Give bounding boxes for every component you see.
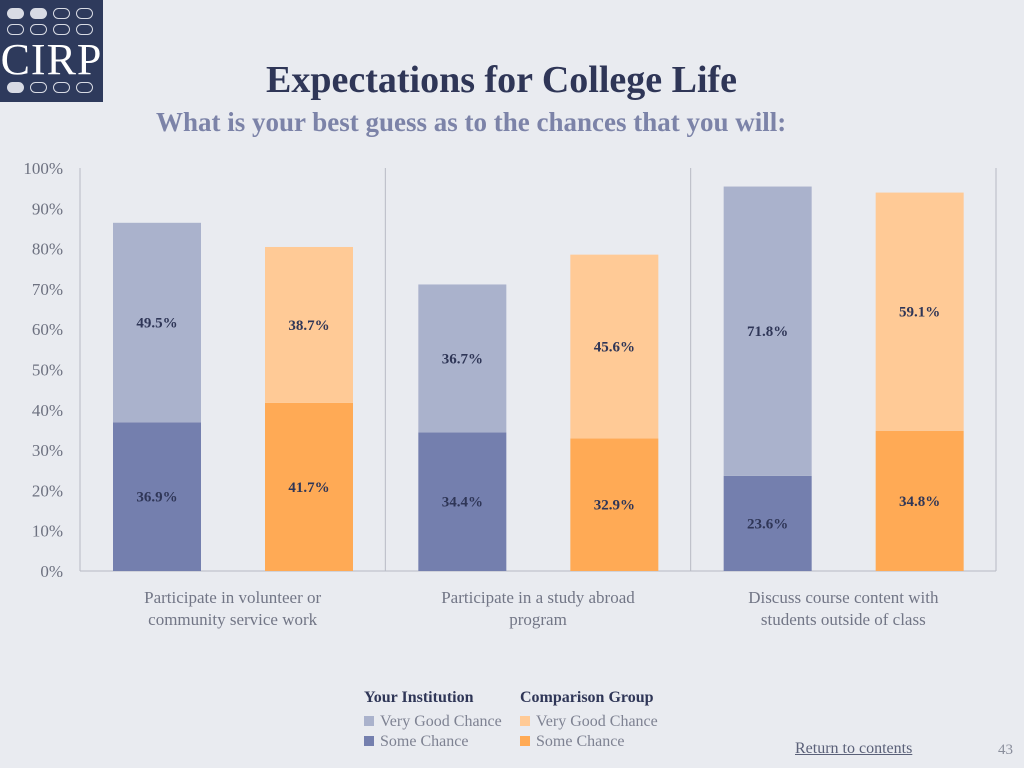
legend-comparison: Comparison Group Very Good Chance Some C… xyxy=(520,688,658,752)
logo-pill xyxy=(30,82,47,93)
y-tick-label: 70% xyxy=(32,280,63,299)
bar-value-label: 49.5% xyxy=(136,316,177,332)
logo-pill xyxy=(53,8,70,19)
bar-value-label: 71.8% xyxy=(747,324,788,340)
x-category-label: Discuss course content with xyxy=(748,588,939,607)
bar-comparison-some xyxy=(875,430,964,571)
logo-pill xyxy=(53,82,70,93)
bar-comparison-very-good xyxy=(875,192,964,431)
page-number: 43 xyxy=(998,742,1013,758)
bar-value-label: 36.9% xyxy=(136,490,177,506)
legend-swatch xyxy=(520,716,530,727)
legend-swatch xyxy=(364,736,374,747)
bar-value-label: 41.7% xyxy=(288,480,329,496)
bar-value-label: 32.9% xyxy=(594,498,635,514)
y-tick-label: 60% xyxy=(32,320,63,339)
x-category-label: students outside of class xyxy=(761,610,926,629)
y-tick-label: 100% xyxy=(23,159,63,178)
legend-institution-heading: Your Institution xyxy=(364,689,474,706)
bar-value-label: 34.8% xyxy=(899,494,940,510)
legend-label: Some Chance xyxy=(380,733,469,750)
y-tick-label: 90% xyxy=(32,199,63,218)
logo-pill xyxy=(7,82,24,93)
legend-label: Very Good Chance xyxy=(536,713,658,730)
legend-item: Some Chance xyxy=(364,732,502,752)
bar-value-label: 59.1% xyxy=(899,305,940,321)
legend-item: Very Good Chance xyxy=(364,712,502,732)
stacked-bar-chart: 0% 10% 20% 30% 40% 50% 60% 70% 80% 90% 100% 36.9% 49… xyxy=(23,159,997,629)
page-subtitle: What is your best guess as to the chance… xyxy=(156,107,787,137)
bar-institution-some xyxy=(723,475,812,571)
logo-pill xyxy=(7,8,24,19)
bar-institution-some xyxy=(113,422,201,571)
bar-institution-very-good xyxy=(723,186,812,476)
return-to-contents-link[interactable]: Return to contents xyxy=(795,740,913,757)
bar-comparison-very-good xyxy=(570,254,659,439)
legend-swatch xyxy=(364,716,374,727)
y-tick-label: 20% xyxy=(32,481,63,500)
logo-pill xyxy=(30,8,47,19)
legend-comparison-heading: Comparison Group xyxy=(520,689,654,706)
bar-value-label: 34.4% xyxy=(442,495,483,511)
bar-value-label: 36.7% xyxy=(442,351,483,367)
legend-item: Very Good Chance xyxy=(520,712,658,732)
y-tick-label: 40% xyxy=(32,401,63,420)
bar-comparison-some xyxy=(265,402,353,571)
bar-value-label: 45.6% xyxy=(594,340,635,356)
y-tick-label: 30% xyxy=(32,441,63,460)
y-tick-label: 10% xyxy=(32,522,63,541)
y-tick-label: 80% xyxy=(32,240,63,259)
x-category-label: program xyxy=(509,610,567,629)
legend-swatch xyxy=(520,736,530,747)
logo-text: CIRP xyxy=(0,35,103,84)
legend-item: Some Chance xyxy=(520,732,658,752)
logo-pill xyxy=(53,24,70,35)
legend-institution: Your Institution Very Good Chance Some C… xyxy=(364,688,502,752)
bar-comparison-very-good xyxy=(265,246,353,403)
logo-pill xyxy=(76,82,93,93)
cirp-logo: CIRP xyxy=(0,0,103,102)
legend-label: Very Good Chance xyxy=(380,713,502,730)
bar-institution-very-good xyxy=(113,222,201,423)
logo-pill xyxy=(30,24,47,35)
logo-pill xyxy=(76,8,93,19)
bar-value-label: 38.7% xyxy=(288,318,329,334)
page-title: Expectations for College Life xyxy=(266,59,738,101)
logo-pill xyxy=(76,24,93,35)
logo-pill xyxy=(7,24,24,35)
y-tick-label: 50% xyxy=(32,361,63,380)
bar-institution-some xyxy=(418,432,507,571)
x-category-label: Participate in volunteer or xyxy=(144,588,321,607)
legend-label: Some Chance xyxy=(536,733,625,750)
bar-value-label: 23.6% xyxy=(747,516,788,532)
x-category-label: community service work xyxy=(148,610,318,629)
bar-comparison-some xyxy=(570,438,659,571)
y-tick-label: 0% xyxy=(40,562,63,581)
bar-institution-very-good xyxy=(418,284,507,433)
x-category-label: Participate in a study abroad xyxy=(441,588,635,607)
